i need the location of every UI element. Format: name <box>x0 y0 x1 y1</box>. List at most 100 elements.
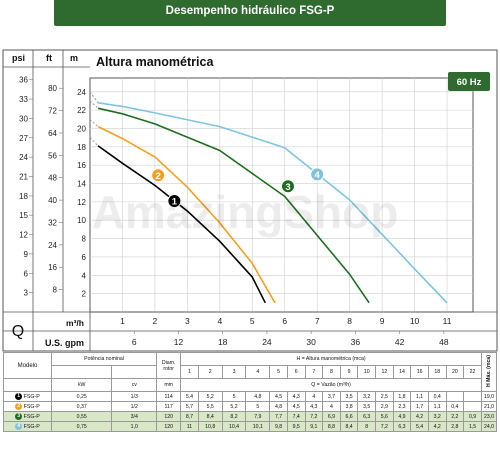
flow-cell: 7,7 <box>269 411 288 422</box>
performance-chart: psi ft m Altura manométrica 246810121416… <box>2 49 498 352</box>
flow-cell: 5 <box>245 401 271 412</box>
ft-header: ft <box>46 53 52 63</box>
kw-cell: 0,37 <box>50 401 113 412</box>
flow-cell: 8,2 <box>221 411 247 422</box>
flow-cell: 10,1 <box>245 421 271 432</box>
curve-1-dashed <box>89 137 99 147</box>
flow-cell: 4,2 <box>427 421 447 432</box>
flow-cell <box>445 391 465 402</box>
flow-cell: 3,5 <box>339 391 359 402</box>
m3h-tick-label: 5 <box>250 316 255 326</box>
curve-1-marker <box>167 193 182 208</box>
psi-tick-label: 18 <box>19 192 28 201</box>
flow-cell: 4,5 <box>269 391 288 402</box>
h-value-header: 6 <box>286 365 306 379</box>
m-tick-label: 2 <box>82 290 87 299</box>
psi-tick-label: 36 <box>19 76 28 85</box>
kw-cell: 0,55 <box>50 411 113 422</box>
ft-tick-label: 56 <box>48 151 57 160</box>
mm-cell: 114 <box>156 391 182 402</box>
flow-cell: 1,7 <box>410 401 429 412</box>
mm-cell: 120 <box>156 411 182 422</box>
h-value-header: 1 <box>180 365 199 379</box>
m-tick-label: 8 <box>82 235 87 244</box>
curve-2-label: 2 <box>156 171 161 182</box>
m3h-tick-label: 3 <box>185 316 190 326</box>
curve-4-label: 4 <box>315 170 321 181</box>
model-badge: 2 <box>15 403 23 410</box>
curve-1 <box>97 145 267 304</box>
curve-4 <box>97 102 448 304</box>
m-header: m <box>70 53 78 63</box>
table-row: 1 FSG-P 0,25 1/3 114 5,4 5,2 5 4,8 4,5 4,3 4 3,7 3,5… <box>3 391 497 402</box>
h-value-header: 10 <box>357 365 377 379</box>
hmax-cell: 23,0 <box>481 411 497 422</box>
h-value-header: 12 <box>375 365 394 379</box>
flow-cell: 3,5 <box>357 401 377 412</box>
flow-cell: 4,2 <box>410 411 429 422</box>
hmax-cell: 24,0 <box>481 421 497 432</box>
m-tick-label: 10 <box>77 216 86 225</box>
hmax-cell: 19,0 <box>481 391 497 402</box>
h-value-header: 8 <box>322 365 341 379</box>
plot-area <box>89 77 474 313</box>
ft-tick-label: 48 <box>48 174 57 183</box>
flow-cell: 6,9 <box>322 411 341 422</box>
cv-cell: 1/2 <box>111 401 158 412</box>
flow-cell: 4,5 <box>286 401 306 412</box>
flow-cell: 2,8 <box>445 421 465 432</box>
h-value-header: 22 <box>463 365 482 379</box>
curve-3 <box>97 107 370 304</box>
flow-cell: 10,4 <box>221 421 247 432</box>
h-value-header: 18 <box>427 365 447 379</box>
m-tick-label: 18 <box>77 143 86 152</box>
flow-cell: 8,4 <box>339 421 359 432</box>
model-name: FSG-P <box>23 423 40 430</box>
flow-cell: 6,3 <box>392 421 412 432</box>
flow-cell: 5,5 <box>197 401 223 412</box>
m3h-tick-label: 8 <box>347 316 352 326</box>
m3h-tick-label: 1 <box>120 316 125 326</box>
flow-cell: 4,9 <box>392 411 412 422</box>
curve-1-label: 1 <box>172 196 178 207</box>
gpm-tick-label: 6 <box>132 337 137 347</box>
curve-2-marker <box>151 168 166 183</box>
gpm-tick-label: 36 <box>351 337 361 347</box>
chart-frame <box>2 49 498 352</box>
flow-cell: 6,6 <box>339 411 359 422</box>
cv-cell: 1,0 <box>111 421 158 432</box>
unit-cv: cv <box>111 378 158 392</box>
flow-cell <box>463 391 482 402</box>
unit-mm: mm <box>156 378 182 392</box>
hmax-cell: 21,0 <box>481 401 497 412</box>
table-header-row-3: kW cv mm Q = Vazão (m³/h) <box>3 378 497 392</box>
model-cell: 1 FSG-P <box>3 391 52 402</box>
h-value-header: 2 <box>197 365 223 379</box>
flow-cell: 5 <box>221 391 247 402</box>
kw-cell: 0,25 <box>50 391 113 402</box>
watermark: AmazingShop <box>92 186 399 238</box>
unit-kw: kW <box>50 378 113 392</box>
flow-cell: 1,1 <box>410 391 429 402</box>
model-badge: 4 <box>15 423 23 430</box>
model-cell: 2 FSG-P <box>3 401 52 412</box>
psi-tick-label: 27 <box>19 134 28 143</box>
curve-4-marker <box>310 167 325 182</box>
flow-cell: 2,2 <box>445 411 465 422</box>
flow-cell: 3,8 <box>339 401 359 412</box>
m-tick-label: 6 <box>82 253 87 262</box>
psi-tick-label: 21 <box>19 173 28 182</box>
cv-cell: 1/3 <box>111 391 158 402</box>
m3h-tick-label: 7 <box>315 316 320 326</box>
flow-cell: 9,5 <box>286 421 306 432</box>
page-header: Desempenho hidráulico FSG-P <box>54 0 446 26</box>
model-name: FSG-P <box>23 393 40 400</box>
ft-tick-label: 72 <box>48 107 57 116</box>
gpm-tick-label: 18 <box>218 337 228 347</box>
ft-tick-label: 8 <box>53 286 58 295</box>
flow-cell: 4 <box>304 391 324 402</box>
model-name: FSG-P <box>23 413 40 420</box>
flow-cell: 8,7 <box>180 411 199 422</box>
model-badge: 3 <box>15 413 23 420</box>
frequency-badge-bg <box>448 72 490 91</box>
